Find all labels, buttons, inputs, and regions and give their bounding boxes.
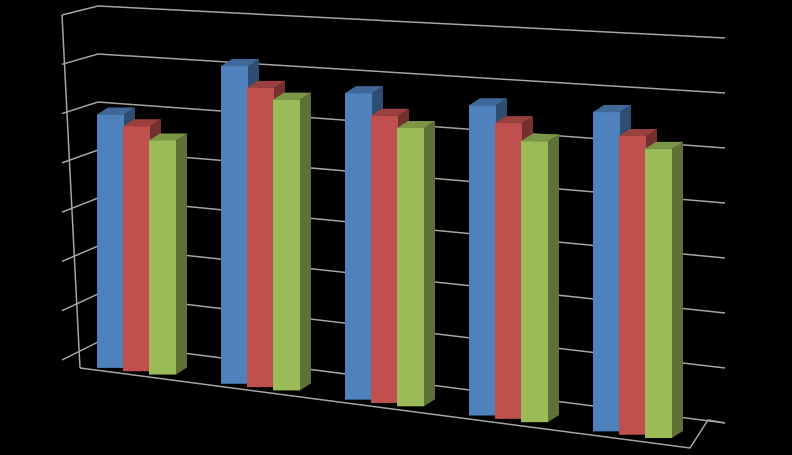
bar-front: [645, 148, 672, 439]
bar-top: [273, 92, 311, 100]
grid-line: [61, 53, 726, 94]
bar: [273, 92, 311, 391]
wall-edge: [61, 14, 81, 369]
floor-edge: [79, 367, 726, 449]
bar-front: [123, 126, 150, 372]
bar-front: [371, 115, 398, 403]
bar: [149, 133, 187, 375]
bar-top: [645, 141, 683, 149]
bar-top: [397, 121, 435, 129]
bar-top: [469, 98, 507, 106]
bar-front: [149, 140, 176, 375]
bar-front: [247, 87, 274, 388]
bar: [521, 134, 559, 423]
bar-top: [619, 129, 657, 137]
bar-front: [345, 93, 372, 400]
bar-side: [424, 121, 435, 407]
bar-side: [672, 141, 683, 439]
bar-top: [247, 80, 285, 88]
grid-line: [61, 5, 726, 39]
bar-top: [593, 105, 631, 113]
bar: [397, 121, 435, 407]
bar-side: [300, 92, 311, 391]
bar-front: [397, 128, 424, 407]
bar-top: [345, 86, 383, 94]
bar: [645, 141, 683, 439]
bar-front: [97, 114, 124, 368]
bar-front: [619, 136, 646, 435]
bar-front: [521, 141, 548, 423]
bar-front: [273, 99, 300, 391]
bar-front: [469, 105, 496, 416]
bar-top: [371, 108, 409, 116]
bar-top: [521, 134, 559, 142]
bar-top: [221, 58, 259, 66]
bar-top: [149, 133, 187, 141]
bar-side: [548, 134, 559, 423]
bar-top: [123, 119, 161, 127]
bar-front: [495, 123, 522, 419]
bar-front: [593, 112, 620, 432]
bar-top: [97, 107, 135, 115]
bar-side: [176, 133, 187, 375]
bar-top: [495, 116, 533, 124]
bar-front: [221, 65, 248, 384]
